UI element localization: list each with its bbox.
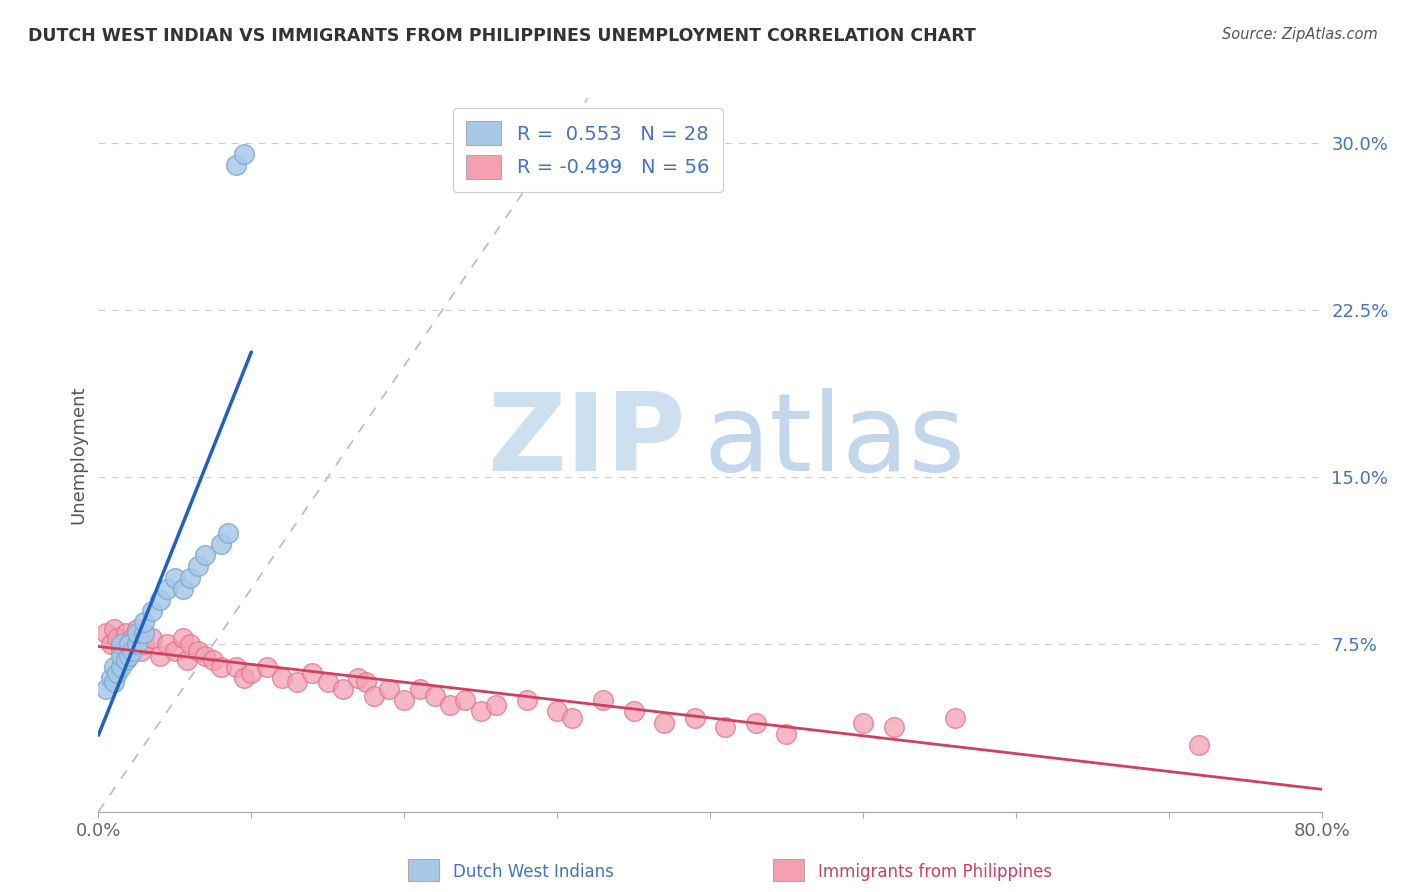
Text: Source: ZipAtlas.com: Source: ZipAtlas.com	[1222, 27, 1378, 42]
Text: Dutch West Indians: Dutch West Indians	[453, 863, 613, 881]
Point	[423, 689, 446, 703]
Point	[943, 711, 966, 725]
Point	[347, 671, 370, 685]
Point	[121, 631, 143, 645]
Point	[194, 548, 217, 563]
Point	[100, 671, 122, 685]
Point	[125, 622, 148, 636]
Point	[115, 653, 138, 667]
Point	[485, 698, 508, 712]
Point	[516, 693, 538, 707]
Point	[683, 711, 706, 725]
Point	[187, 559, 209, 574]
Point	[156, 582, 179, 596]
Point	[256, 660, 278, 674]
Point	[156, 637, 179, 651]
Point	[270, 671, 292, 685]
Point	[172, 582, 194, 596]
Point	[115, 626, 138, 640]
Point	[202, 653, 225, 667]
Point	[561, 711, 583, 725]
Point	[105, 666, 128, 681]
Point	[652, 715, 675, 730]
Point	[225, 660, 247, 674]
Point	[110, 648, 132, 663]
Point	[775, 726, 797, 740]
Point	[301, 666, 323, 681]
Point	[179, 571, 201, 585]
Point	[118, 648, 141, 663]
Legend: R =  0.553   N = 28, R = -0.499   N = 56: R = 0.553 N = 28, R = -0.499 N = 56	[453, 108, 723, 193]
Point	[110, 660, 132, 674]
Point	[745, 715, 768, 730]
Point	[470, 705, 492, 719]
Point	[439, 698, 461, 712]
Point	[94, 681, 117, 696]
Point	[110, 637, 132, 651]
Text: ZIP: ZIP	[486, 388, 686, 493]
Text: Immigrants from Philippines: Immigrants from Philippines	[818, 863, 1053, 881]
Point	[141, 604, 163, 618]
Point	[363, 689, 385, 703]
Point	[316, 675, 339, 690]
Point	[354, 675, 377, 690]
Point	[94, 626, 117, 640]
Point	[149, 648, 172, 663]
Point	[225, 158, 247, 172]
Point	[209, 537, 232, 551]
Point	[176, 653, 198, 667]
Point	[141, 631, 163, 645]
Point	[408, 681, 430, 696]
Text: atlas: atlas	[704, 388, 966, 493]
Point	[187, 644, 209, 658]
Point	[163, 571, 186, 585]
Point	[592, 693, 614, 707]
Point	[232, 671, 254, 685]
Point	[852, 715, 875, 730]
Point	[623, 705, 645, 719]
Point	[714, 720, 737, 734]
Y-axis label: Unemployment: Unemployment	[69, 385, 87, 524]
Point	[240, 666, 263, 681]
Point	[129, 644, 152, 658]
Point	[172, 631, 194, 645]
Point	[209, 660, 232, 674]
Point	[232, 147, 254, 161]
Point	[1188, 738, 1211, 752]
Point	[134, 626, 156, 640]
Point	[163, 644, 186, 658]
Point	[454, 693, 477, 707]
Point	[378, 681, 401, 696]
Point	[134, 637, 156, 651]
Point	[125, 626, 148, 640]
Point	[392, 693, 416, 707]
Point	[103, 660, 125, 674]
Point	[105, 631, 128, 645]
Text: DUTCH WEST INDIAN VS IMMIGRANTS FROM PHILIPPINES UNEMPLOYMENT CORRELATION CHART: DUTCH WEST INDIAN VS IMMIGRANTS FROM PHI…	[28, 27, 976, 45]
Point	[118, 637, 141, 651]
Point	[110, 644, 132, 658]
Point	[285, 675, 308, 690]
Point	[546, 705, 568, 719]
Point	[332, 681, 354, 696]
Point	[134, 615, 156, 630]
Point	[125, 637, 148, 651]
Point	[883, 720, 905, 734]
Point	[121, 644, 143, 658]
Point	[103, 622, 125, 636]
Point	[118, 637, 141, 651]
Point	[179, 637, 201, 651]
Point	[149, 592, 172, 607]
Point	[103, 675, 125, 690]
Point	[194, 648, 217, 663]
Point	[100, 637, 122, 651]
Point	[217, 526, 239, 541]
